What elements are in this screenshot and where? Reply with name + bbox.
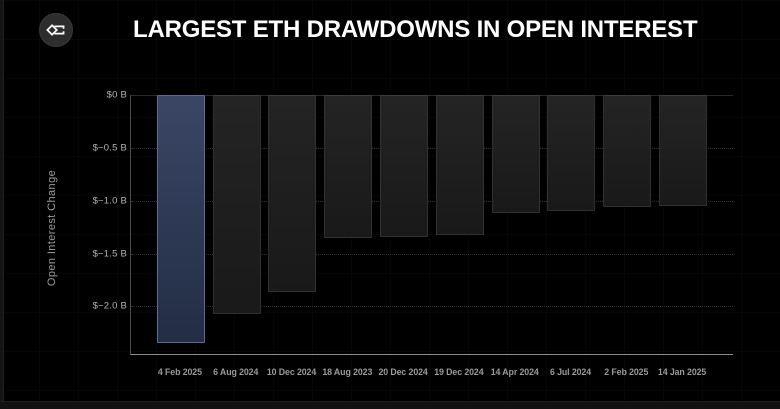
y-tick-label: $−0.5 B — [92, 142, 127, 154]
bar-slot — [376, 95, 432, 354]
bars — [153, 95, 711, 354]
sigma-diamond-logo-icon[interactable] — [39, 13, 73, 47]
left-edge-strip — [0, 0, 4, 409]
y-tick-label: $−1.0 B — [92, 195, 127, 207]
bar-6-jul-2024[interactable] — [547, 95, 596, 211]
y-axis: $0 B $−0.5 B $−1.0 B $−1.5 B $−2.0 B — [0, 90, 127, 355]
bar-slot — [153, 95, 209, 354]
x-tick-label: 18 Aug 2023 — [322, 367, 373, 377]
x-tick-label: 4 Feb 2025 — [157, 367, 202, 377]
bar-slot — [320, 95, 376, 354]
bar-4-feb-2025[interactable] — [156, 95, 205, 343]
y-tick-label: $−1.5 B — [92, 248, 127, 260]
bar-slot — [544, 95, 600, 354]
gridline — [131, 254, 733, 255]
gridline — [131, 201, 733, 202]
bar-slot — [488, 95, 544, 354]
x-tick-label: 6 Jul 2024 — [549, 367, 591, 377]
y-tick-label: $0 B — [106, 89, 127, 101]
bar-slot — [599, 95, 655, 354]
x-axis-labels: 4 Feb 2025 6 Aug 2024 10 Dec 2024 18 Aug 20… — [152, 367, 710, 377]
x-tick-label: 10 Dec 2024 — [266, 367, 317, 377]
bar-6-aug-2024[interactable] — [212, 95, 261, 314]
bar-slot — [209, 95, 265, 354]
bar-20-dec-2024[interactable] — [380, 95, 429, 237]
plot-area — [130, 95, 733, 355]
x-tick-label: 14 Jan 2025 — [657, 367, 707, 377]
bar-14-jan-2025[interactable] — [659, 95, 708, 206]
bar-slot — [655, 95, 711, 354]
bar-19-dec-2024[interactable] — [435, 95, 484, 235]
gridline — [131, 148, 733, 149]
bar-slot — [265, 95, 321, 354]
bottom-edge-strip — [0, 401, 780, 409]
x-tick-label: 6 Aug 2024 — [213, 367, 259, 377]
sigma-diamond-glyph — [46, 24, 65, 36]
x-tick-label: 20 Dec 2024 — [378, 367, 428, 377]
x-tick-label: 19 Dec 2024 — [434, 367, 484, 377]
bar-10-dec-2024[interactable] — [268, 95, 317, 292]
x-tick-label: 2 Feb 2025 — [604, 367, 649, 377]
gridline — [131, 95, 733, 96]
page-title: LARGEST ETH DRAWDOWNS IN OPEN INTEREST — [133, 16, 698, 43]
x-tick-label: 14 Apr 2024 — [490, 367, 539, 377]
bar-2-feb-2025[interactable] — [603, 95, 652, 207]
bar-18-aug-2023[interactable] — [324, 95, 373, 238]
gridline — [131, 306, 733, 307]
bar-14-apr-2024[interactable] — [491, 95, 540, 213]
y-tick-label: $−2.0 B — [92, 300, 127, 312]
bar-slot — [432, 95, 488, 354]
